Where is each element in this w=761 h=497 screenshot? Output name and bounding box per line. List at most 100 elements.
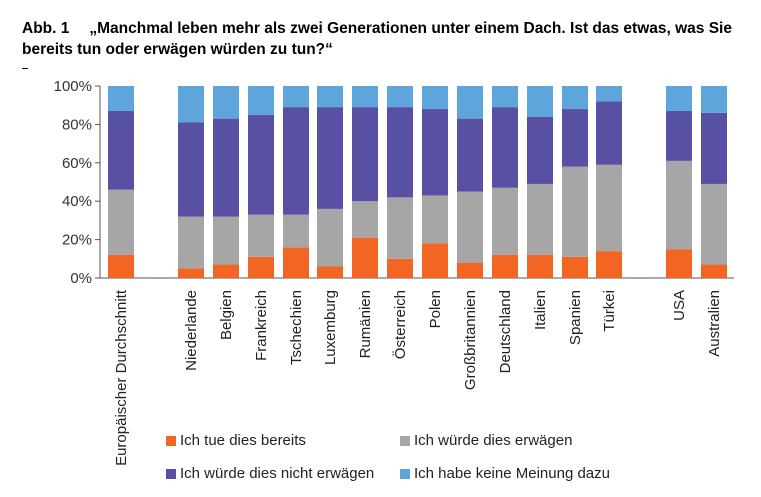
y-tick-label: 20% — [62, 232, 92, 249]
x-label-frankreich: Frankreich — [253, 290, 270, 361]
bar-tuerkei-nicht_erwaegen — [596, 101, 622, 165]
bar-usa-wuerde_erwaegen — [666, 160, 692, 250]
bar-tschechien-tue_bereits — [283, 247, 309, 278]
bar-europaeischer-durchschnitt-tue_bereits — [108, 254, 134, 278]
bars — [108, 86, 727, 278]
bar-belgien-nicht_erwaegen — [213, 118, 239, 217]
x-label-grossbritannien: Großbritannien — [462, 290, 479, 390]
legend-swatch-wuerde-erwaegen — [400, 435, 410, 446]
bar-spanien-wuerde_erwaegen — [562, 166, 588, 257]
bar-tschechien-nicht_erwaegen — [283, 107, 309, 215]
legend-label-keine-meinung: Ich habe keine Meinung dazu — [414, 465, 610, 482]
bar-frankreich-tue_bereits — [248, 256, 274, 278]
title-mark — [22, 68, 28, 69]
chart-title: Abb. 1 „Manchmal leben mehr als zwei Gene… — [22, 18, 757, 60]
legend-item-wuerde-erwaegen: Ich würde dies erwägen — [400, 432, 572, 449]
x-label-deutschland: Deutschland — [497, 290, 514, 373]
legend-label-wuerde-erwaegen: Ich würde dies erwägen — [414, 432, 573, 449]
bar-grossbritannien-wuerde_erwaegen — [457, 191, 483, 263]
x-label-australien: Australien — [706, 290, 723, 357]
bar-oesterreich-keine_meinung — [387, 86, 413, 108]
bar-usa-tue_bereits — [666, 249, 692, 278]
bar-stack-australien — [701, 86, 727, 278]
bar-australien-nicht_erwaegen — [701, 112, 727, 184]
bar-stack-polen — [422, 86, 448, 278]
bar-niederlande-tue_bereits — [178, 268, 204, 278]
bar-stack-grossbritannien — [457, 86, 483, 278]
figure-label: Abb. 1 — [22, 20, 70, 37]
x-label-tschechien: Tschechien — [288, 290, 305, 365]
bar-luxemburg-tue_bereits — [317, 266, 343, 278]
bar-rumaenien-wuerde_erwaegen — [352, 201, 378, 238]
bar-stack-spanien — [562, 86, 588, 278]
bar-grossbritannien-tue_bereits — [457, 262, 483, 278]
bar-italien-nicht_erwaegen — [527, 116, 553, 184]
bar-polen-wuerde_erwaegen — [422, 195, 448, 244]
bar-belgien-wuerde_erwaegen — [213, 216, 239, 265]
bar-polen-keine_meinung — [422, 86, 448, 110]
bar-niederlande-wuerde_erwaegen — [178, 216, 204, 269]
bar-frankreich-wuerde_erwaegen — [248, 214, 274, 257]
x-axis-labels: Europäischer Durchschnitt Niederlande Belg… — [113, 289, 723, 466]
bar-rumaenien-tue_bereits — [352, 237, 378, 278]
bar-australien-tue_bereits — [701, 264, 727, 278]
legend-item-keine-meinung: Ich habe keine Meinung dazu — [400, 465, 610, 482]
y-tick-label: 0% — [70, 270, 92, 287]
bar-australien-keine_meinung — [701, 86, 727, 113]
bar-italien-tue_bereits — [527, 254, 553, 278]
x-label-rumaenien: Rumänien — [357, 290, 374, 358]
bar-oesterreich-tue_bereits — [387, 258, 413, 278]
bar-italien-keine_meinung — [527, 86, 553, 117]
x-label-italien: Italien — [532, 290, 549, 330]
bar-australien-wuerde_erwaegen — [701, 183, 727, 265]
legend-item-nicht-erwaegen: Ich würde dies nicht erwägen — [166, 465, 374, 482]
bar-spanien-keine_meinung — [562, 86, 588, 110]
bar-grossbritannien-nicht_erwaegen — [457, 118, 483, 192]
bar-stack-rumaenien — [352, 86, 378, 278]
bar-stack-usa — [666, 86, 692, 278]
y-axis: 0% 20% 40% 60% 80% 100% — [54, 78, 734, 287]
bar-belgien-keine_meinung — [213, 86, 239, 119]
bar-niederlande-keine_meinung — [178, 86, 204, 123]
x-label-oesterreich: Österreich — [391, 290, 409, 359]
bar-tuerkei-tue_bereits — [596, 251, 622, 278]
bar-stack-deutschland — [492, 86, 518, 278]
x-label-belgien: Belgien — [218, 290, 235, 340]
figure-title-text: „Manchmal leben mehr als zwei Generation… — [22, 20, 732, 58]
bar-stack-europaeischer-durchschnitt — [108, 86, 134, 278]
bar-europaeischer-durchschnitt-keine_meinung — [108, 86, 134, 111]
bar-belgien-tue_bereits — [213, 264, 239, 278]
y-tick-label: 60% — [62, 155, 92, 172]
bar-tuerkei-keine_meinung — [596, 86, 622, 102]
x-label-polen: Polen — [427, 290, 444, 328]
bar-europaeischer-durchschnitt-nicht_erwaegen — [108, 110, 134, 190]
y-tick-label: 100% — [54, 78, 92, 95]
legend-label-nicht-erwaegen: Ich würde dies nicht erwägen — [180, 465, 375, 482]
bar-frankreich-nicht_erwaegen — [248, 114, 274, 215]
legend-swatch-tue-bereits — [166, 435, 176, 446]
bar-italien-wuerde_erwaegen — [527, 183, 553, 255]
legend-item-tue-bereits: Ich tue dies bereits — [166, 432, 306, 449]
x-label-tuerkei: Türkei — [601, 290, 618, 332]
bar-europaeischer-durchschnitt-wuerde_erwaegen — [108, 189, 134, 255]
bar-deutschland-keine_meinung — [492, 86, 518, 108]
bar-stack-italien — [527, 86, 553, 278]
x-label-usa: USA — [671, 290, 688, 321]
bar-rumaenien-nicht_erwaegen — [352, 107, 378, 202]
bar-stack-niederlande — [178, 86, 204, 278]
bar-polen-nicht_erwaegen — [422, 109, 448, 196]
bar-stack-tschechien — [283, 86, 309, 278]
bar-stack-oesterreich — [387, 86, 413, 278]
y-tick-label: 40% — [62, 193, 92, 210]
bar-deutschland-tue_bereits — [492, 254, 518, 278]
bar-stack-belgien — [213, 86, 239, 278]
bar-deutschland-nicht_erwaegen — [492, 107, 518, 188]
bar-luxemburg-keine_meinung — [317, 86, 343, 108]
bar-grossbritannien-keine_meinung — [457, 86, 483, 119]
bar-luxemburg-wuerde_erwaegen — [317, 208, 343, 267]
legend-swatch-nicht-erwaegen — [166, 468, 176, 479]
bar-stack-tuerkei — [596, 86, 622, 278]
x-label-luxemburg: Luxemburg — [322, 290, 339, 365]
x-label-spanien: Spanien — [567, 290, 584, 345]
